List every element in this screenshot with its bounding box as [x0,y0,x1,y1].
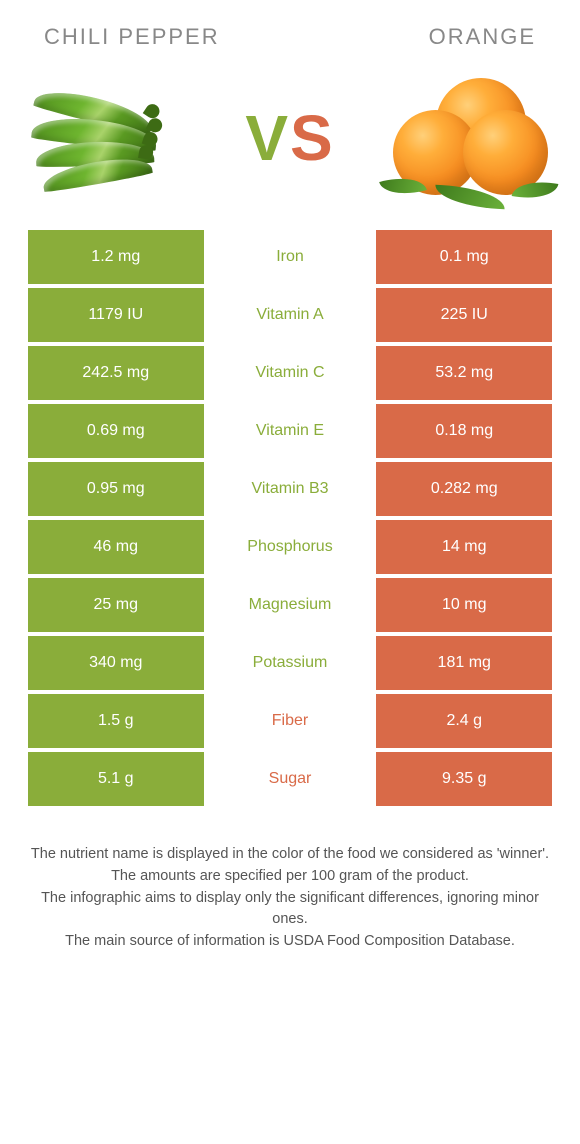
left-value-cell: 1179 IU [26,286,206,344]
comparison-titles: Chili pepper Orange [24,20,556,58]
left-value-cell: 1.2 mg [26,228,206,286]
nutrient-name-cell: Vitamin A [206,286,375,344]
right-value-cell: 181 mg [374,634,554,692]
right-value-cell: 225 IU [374,286,554,344]
nutrient-comparison-table: 1.2 mgIron0.1 mg1179 IUVitamin A225 IU24… [24,226,556,810]
hero-row: VS [24,58,556,226]
nutrient-name-cell: Potassium [206,634,375,692]
table-row: 0.95 mgVitamin B30.282 mg [26,460,554,518]
left-value-cell: 0.95 mg [26,460,206,518]
nutrient-name-cell: Magnesium [206,576,375,634]
footer-line: The main source of information is USDA F… [30,931,550,953]
left-value-cell: 0.69 mg [26,402,206,460]
left-value-cell: 1.5 g [26,692,206,750]
vs-label: VS [245,101,334,175]
table-row: 1179 IUVitamin A225 IU [26,286,554,344]
right-value-cell: 53.2 mg [374,344,554,402]
nutrient-name-cell: Vitamin B3 [206,460,375,518]
table-row: 1.5 gFiber2.4 g [26,692,554,750]
footer-line: The infographic aims to display only the… [30,888,550,932]
nutrient-name-cell: Fiber [206,692,375,750]
right-value-cell: 0.282 mg [374,460,554,518]
left-value-cell: 25 mg [26,576,206,634]
orange-icon [381,68,556,208]
table-row: 0.69 mgVitamin E0.18 mg [26,402,554,460]
table-row: 340 mgPotassium181 mg [26,634,554,692]
left-value-cell: 242.5 mg [26,344,206,402]
chili-pepper-icon [24,68,199,208]
table-row: 5.1 gSugar9.35 g [26,750,554,808]
left-value-cell: 5.1 g [26,750,206,808]
footer-line: The nutrient name is displayed in the co… [30,844,550,866]
right-value-cell: 9.35 g [374,750,554,808]
left-food-title: Chili pepper [44,24,220,50]
right-value-cell: 10 mg [374,576,554,634]
nutrient-name-cell: Vitamin E [206,402,375,460]
table-row: 25 mgMagnesium10 mg [26,576,554,634]
right-value-cell: 0.18 mg [374,402,554,460]
right-value-cell: 0.1 mg [374,228,554,286]
footer-line: The amounts are specified per 100 gram o… [30,866,550,888]
right-value-cell: 2.4 g [374,692,554,750]
vs-s-letter: S [290,101,335,175]
left-value-cell: 46 mg [26,518,206,576]
right-value-cell: 14 mg [374,518,554,576]
vs-v-letter: V [245,101,290,175]
left-value-cell: 340 mg [26,634,206,692]
nutrient-name-cell: Iron [206,228,375,286]
footer-notes: The nutrient name is displayed in the co… [24,810,556,953]
table-row: 1.2 mgIron0.1 mg [26,228,554,286]
nutrient-name-cell: Vitamin C [206,344,375,402]
nutrient-name-cell: Phosphorus [206,518,375,576]
right-food-title: Orange [429,24,536,50]
nutrient-name-cell: Sugar [206,750,375,808]
table-row: 242.5 mgVitamin C53.2 mg [26,344,554,402]
table-row: 46 mgPhosphorus14 mg [26,518,554,576]
